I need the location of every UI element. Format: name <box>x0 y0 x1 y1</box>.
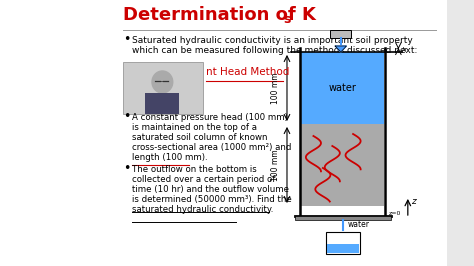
Text: cross-sectional area (1000 mm²) and: cross-sectional area (1000 mm²) and <box>132 143 292 152</box>
Text: nt Head Method: nt Head Method <box>206 67 289 77</box>
Text: saturated hydraulic conductivity.: saturated hydraulic conductivity. <box>132 205 273 214</box>
FancyBboxPatch shape <box>327 244 359 253</box>
Polygon shape <box>335 46 346 52</box>
Text: s: s <box>283 13 291 26</box>
Text: z=0: z=0 <box>389 211 401 216</box>
FancyBboxPatch shape <box>0 0 447 266</box>
Text: h: h <box>402 47 407 53</box>
Text: •: • <box>123 162 130 175</box>
FancyBboxPatch shape <box>146 93 179 114</box>
Circle shape <box>152 71 173 93</box>
Text: Determination of K: Determination of K <box>123 6 316 24</box>
Text: 100 mm: 100 mm <box>271 149 280 181</box>
Text: 100 mm: 100 mm <box>271 72 280 104</box>
Text: •: • <box>123 110 130 123</box>
Text: z: z <box>410 197 415 206</box>
FancyBboxPatch shape <box>123 62 203 114</box>
FancyBboxPatch shape <box>294 216 391 220</box>
Text: •: • <box>123 33 130 46</box>
Text: The outflow on the bottom is: The outflow on the bottom is <box>132 165 257 174</box>
FancyBboxPatch shape <box>330 30 351 38</box>
Text: time (10 hr) and the outflow volume: time (10 hr) and the outflow volume <box>132 185 289 194</box>
FancyBboxPatch shape <box>301 52 384 124</box>
Text: water: water <box>347 220 369 229</box>
Text: collected over a certain period of: collected over a certain period of <box>132 175 275 184</box>
Text: is determined (50000 mm³). Find the: is determined (50000 mm³). Find the <box>132 195 292 204</box>
Text: length (100 mm).: length (100 mm). <box>132 153 208 162</box>
Text: saturated soil column of known: saturated soil column of known <box>132 133 268 142</box>
Text: Saturated hydraulic conductivity is an important soil property: Saturated hydraulic conductivity is an i… <box>132 36 413 45</box>
FancyBboxPatch shape <box>301 124 384 206</box>
FancyBboxPatch shape <box>326 232 360 254</box>
Text: which can be measured following the methods discussed next:: which can be measured following the meth… <box>132 46 418 55</box>
Text: is maintained on the top of a: is maintained on the top of a <box>132 123 257 132</box>
Text: A constant pressure head (100 mm): A constant pressure head (100 mm) <box>132 113 288 122</box>
Text: water: water <box>329 83 356 93</box>
